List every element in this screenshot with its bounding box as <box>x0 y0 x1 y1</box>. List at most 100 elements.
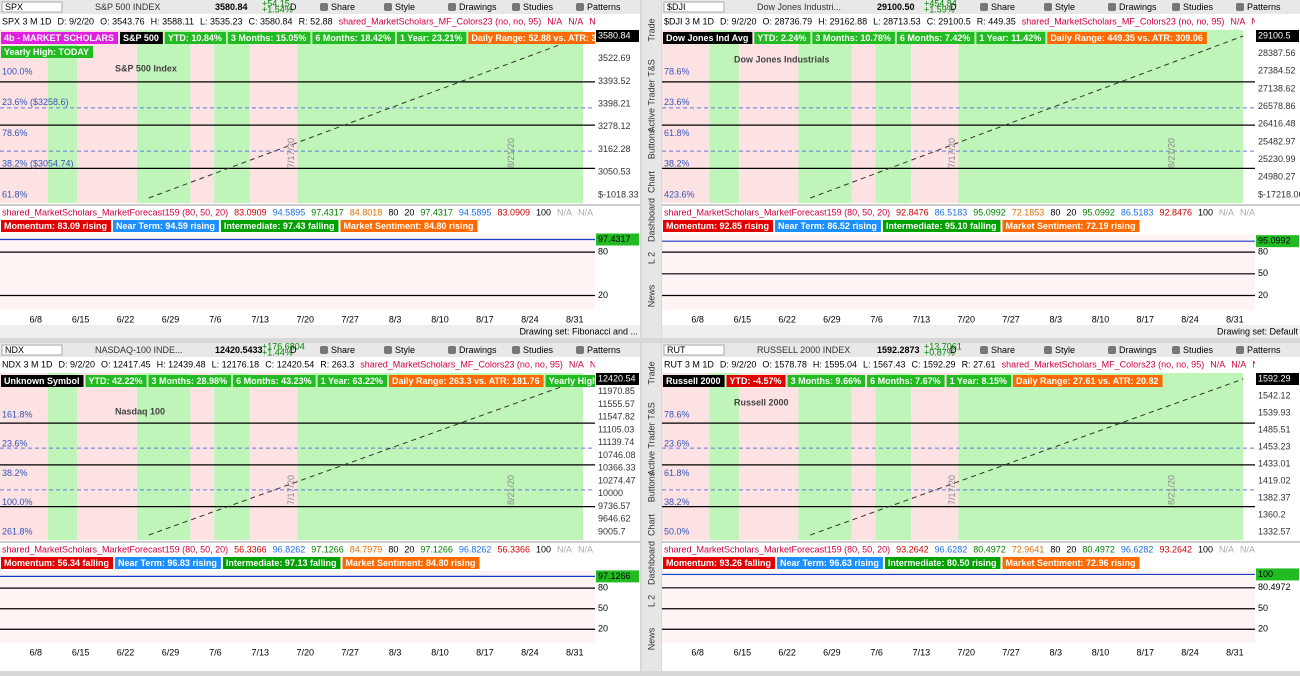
price-axis-label: 3050.53 <box>598 167 631 177</box>
x-tick-label: 8/17 <box>1137 647 1155 657</box>
fib-label: 61.8% <box>2 189 28 199</box>
session-shade <box>297 373 584 540</box>
fib-label: 61.8% <box>664 128 690 138</box>
x-tick-label: 7/6 <box>870 647 883 657</box>
toolbar-button[interactable]: Share <box>331 345 355 355</box>
session-shade <box>136 30 191 203</box>
x-tick-label: 6/15 <box>734 647 752 657</box>
badge <box>164 32 226 44</box>
study-value: 93.2642 <box>896 544 929 554</box>
quote-info: H: 12439.48 <box>157 359 206 369</box>
toolbar-button[interactable]: Style <box>395 345 415 355</box>
badge-text: Intermediate: 97.13 falling <box>226 558 337 568</box>
session-shade <box>47 30 78 203</box>
session-shade <box>851 373 876 540</box>
badge <box>468 32 618 44</box>
study-value: 94.5895 <box>459 207 492 217</box>
toolbar-button[interactable]: Studies <box>523 2 554 12</box>
badge <box>312 32 395 44</box>
side-tab[interactable]: News <box>646 284 656 307</box>
study-value: 80 <box>388 544 398 554</box>
symbol[interactable]: $DJI <box>667 2 686 12</box>
toolbar-button[interactable]: Style <box>1055 2 1075 12</box>
button-icon <box>1236 3 1244 11</box>
fib-label: 38.2% <box>664 497 690 507</box>
study-value: N/A <box>1219 207 1234 217</box>
drawing-set[interactable]: Drawing set: Default <box>1217 326 1299 336</box>
study-value: N/A <box>1240 544 1255 554</box>
toolbar-button[interactable]: Share <box>331 2 355 12</box>
session-shade <box>875 30 912 203</box>
badge <box>777 557 883 569</box>
toolbar-button[interactable]: Patterns <box>1247 2 1281 12</box>
side-tab[interactable]: Active Trader <box>646 79 656 132</box>
side-tab[interactable]: L 2 <box>646 595 656 607</box>
quote-info: C: 29100.5 <box>927 16 971 26</box>
badge-text: 3 Months: 28.98% <box>152 376 228 386</box>
period-button[interactable]: D <box>290 345 297 355</box>
study-value: 72.9641 <box>1012 544 1045 554</box>
x-tick-label: 8/31 <box>1226 314 1244 324</box>
badge <box>775 220 881 232</box>
price-axis-label: 3398.21 <box>598 99 631 109</box>
side-tab[interactable]: T&S <box>646 59 656 77</box>
price-axis-label: 1382.37 <box>1258 492 1291 502</box>
toolbar-button[interactable]: Share <box>991 345 1015 355</box>
side-tab[interactable]: News <box>646 627 656 650</box>
symbol-name: NASDAQ-100 INDE... <box>95 345 183 355</box>
side-tab[interactable]: Buttons <box>646 471 656 502</box>
side-tab[interactable]: Trade <box>646 18 656 41</box>
side-tab[interactable]: Trade <box>646 361 656 384</box>
toolbar-button[interactable]: Share <box>991 2 1015 12</box>
x-tick-label: 7/13 <box>913 314 931 324</box>
study-value: N/A <box>578 544 593 554</box>
chart-title: Dow Jones Industrials <box>734 54 830 64</box>
toolbar-button[interactable]: Studies <box>523 345 554 355</box>
study-value: 96.6282 <box>1121 544 1154 554</box>
quote-info: L: 28713.53 <box>873 16 921 26</box>
price-axis-label: 27384.52 <box>1258 66 1296 76</box>
toolbar-button[interactable]: Patterns <box>587 345 621 355</box>
symbol[interactable]: RUT <box>667 345 686 355</box>
study-value: 96.8262 <box>459 544 492 554</box>
side-tab[interactable]: Dashboard <box>646 541 656 585</box>
symbol[interactable]: SPX <box>5 2 23 12</box>
study-value: 93.2642 <box>1159 544 1192 554</box>
toolbar-button[interactable]: Studies <box>1183 345 1214 355</box>
study-value: N/A <box>568 16 583 26</box>
button-icon <box>980 3 988 11</box>
fib-label: 261.8% <box>2 526 33 536</box>
side-tab[interactable]: T&S <box>646 402 656 420</box>
badge-text: 4b - MARKET SCHOLARS <box>4 33 114 43</box>
side-tab[interactable]: Chart <box>646 171 656 194</box>
toolbar-button[interactable]: Patterns <box>587 2 621 12</box>
toolbar-button[interactable]: Patterns <box>1247 345 1281 355</box>
toolbar-button[interactable]: Style <box>395 2 415 12</box>
x-tick-label: 7/13 <box>913 647 931 657</box>
x-tick-label: 7/6 <box>209 314 222 324</box>
toolbar-button[interactable]: Studies <box>1183 2 1214 12</box>
side-tab[interactable]: Active Trader <box>646 422 656 475</box>
drawing-set[interactable]: Drawing set: Fibonacci and ... <box>519 326 638 336</box>
symbol[interactable]: NDX <box>5 345 24 355</box>
badge-text: Momentum: 93.26 falling <box>666 558 771 568</box>
toolbar-button[interactable]: Drawings <box>1119 345 1157 355</box>
x-tick-label: 6/29 <box>162 647 180 657</box>
side-tab[interactable]: Dashboard <box>646 198 656 242</box>
toolbar-button[interactable]: Drawings <box>459 345 497 355</box>
toolbar-button[interactable]: Drawings <box>1119 2 1157 12</box>
study-value: 20 <box>404 544 414 554</box>
period-button[interactable]: D <box>950 2 957 12</box>
toolbar-button[interactable]: Drawings <box>459 2 497 12</box>
session-shade <box>739 373 799 540</box>
side-tab[interactable]: Buttons <box>646 128 656 159</box>
toolbar-button[interactable]: Style <box>1055 345 1075 355</box>
badge-text: Momentum: 83.09 rising <box>4 221 107 231</box>
period-button[interactable]: D <box>950 345 957 355</box>
period-button[interactable]: D <box>290 2 297 12</box>
quote-info: H: 29162.88 <box>818 16 867 26</box>
quote-info: NDX 3 M 1D <box>2 359 53 369</box>
side-tab[interactable]: Chart <box>646 514 656 537</box>
symbol-name: RUSSELL 2000 INDEX <box>757 345 850 355</box>
side-tab[interactable]: L 2 <box>646 252 656 264</box>
